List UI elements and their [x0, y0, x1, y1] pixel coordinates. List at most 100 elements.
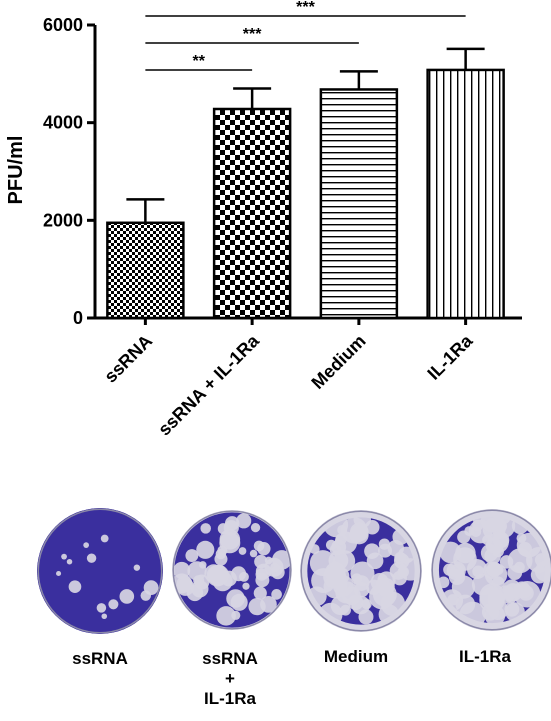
plaque [250, 522, 261, 533]
error-bars [126, 47, 485, 223]
plate-image [37, 508, 163, 634]
plaque [119, 589, 135, 604]
plaque [255, 573, 270, 588]
plaque [486, 561, 502, 577]
plaque [481, 509, 504, 530]
plaque [334, 531, 358, 554]
plaque [199, 561, 207, 569]
plaque [242, 582, 250, 590]
plaque [492, 576, 505, 590]
plaque [143, 580, 159, 596]
plaque [443, 563, 456, 576]
plate-ssrna [37, 508, 163, 634]
plaque [378, 604, 399, 625]
plaque [361, 598, 372, 610]
plaque [511, 517, 529, 535]
plaque [392, 528, 409, 546]
x-tick-label: Medium [307, 331, 369, 393]
plaque [534, 561, 551, 582]
plate-rim [431, 509, 551, 631]
plaque [236, 513, 252, 529]
plaque [239, 571, 249, 582]
plaque [353, 582, 370, 598]
plaque [353, 510, 371, 529]
plaque [86, 553, 97, 563]
y-tick-label: 0 [73, 308, 83, 328]
plaque [219, 529, 241, 550]
significance-brackets: ******** [145, 0, 466, 71]
plaque [514, 581, 541, 608]
plaque [471, 573, 494, 596]
plaque [487, 531, 509, 553]
plaque [514, 561, 525, 573]
plaque [238, 547, 247, 555]
plate-label-medium: Medium [296, 647, 416, 667]
y-tick-label: 4000 [43, 113, 83, 133]
plaque [56, 570, 62, 577]
plate-label-il1ra: IL-1Ra [425, 647, 545, 667]
plaque [196, 540, 215, 559]
plaque [216, 606, 236, 626]
plaque [472, 565, 485, 578]
plaque [496, 585, 516, 604]
plaque [226, 589, 245, 608]
plaque [437, 576, 450, 589]
plate-image [431, 509, 551, 631]
plaque [200, 523, 211, 534]
plate-rim [37, 508, 163, 634]
bar-2 [319, 88, 399, 320]
plaque [366, 579, 382, 595]
plaque [378, 585, 391, 597]
plaque [249, 549, 258, 558]
plaque [133, 564, 141, 571]
plaque [499, 555, 514, 569]
plate-rim [300, 510, 422, 632]
plaque [472, 514, 483, 524]
plaque [214, 552, 228, 566]
plate-label-line: + [225, 669, 235, 688]
x-tick-label: ssRNA [100, 331, 156, 387]
plaque [516, 533, 527, 544]
significance-label: *** [243, 26, 262, 43]
plate-label-line: ssRNA [202, 649, 258, 668]
plaque [378, 543, 393, 558]
bar-3 [426, 68, 505, 320]
plaque [340, 604, 351, 616]
plaque [470, 526, 482, 538]
plate-label-ssrna: ssRNA [40, 649, 160, 669]
plaque [217, 545, 228, 556]
plate-label-line: IL-1Ra [204, 689, 256, 708]
plaque [271, 589, 282, 600]
plaque [83, 542, 90, 548]
bar-1 [212, 107, 292, 320]
plaque-assay-plates: ssRNA ssRNA + IL-1Ra Medium IL-1Ra [0, 500, 551, 721]
x-tick-label: ssRNA + IL-1Ra [154, 330, 264, 440]
plaque [350, 561, 375, 586]
plaque [100, 534, 109, 543]
plaque [534, 553, 549, 567]
bars [106, 68, 505, 320]
significance-label: *** [296, 0, 315, 16]
plate-label-line: ssRNA [72, 649, 128, 668]
plaque [518, 542, 533, 557]
plaque [66, 558, 73, 565]
plaque [257, 542, 271, 556]
plaque [394, 551, 407, 565]
plaque [108, 599, 119, 610]
plaque [61, 553, 67, 560]
plaque [504, 601, 520, 617]
plaque [68, 580, 82, 594]
y-tick-label: 6000 [43, 15, 83, 35]
plaque [492, 545, 504, 558]
plaque [224, 516, 240, 531]
plate-label-line: Medium [323, 647, 389, 666]
plate-rim [172, 510, 292, 630]
plate-ssrna-il1ra [172, 510, 292, 630]
plate-stain [37, 508, 163, 634]
plaque [101, 613, 108, 620]
plaque [457, 530, 471, 544]
plate-il1ra [431, 509, 551, 631]
plaque [318, 602, 343, 627]
